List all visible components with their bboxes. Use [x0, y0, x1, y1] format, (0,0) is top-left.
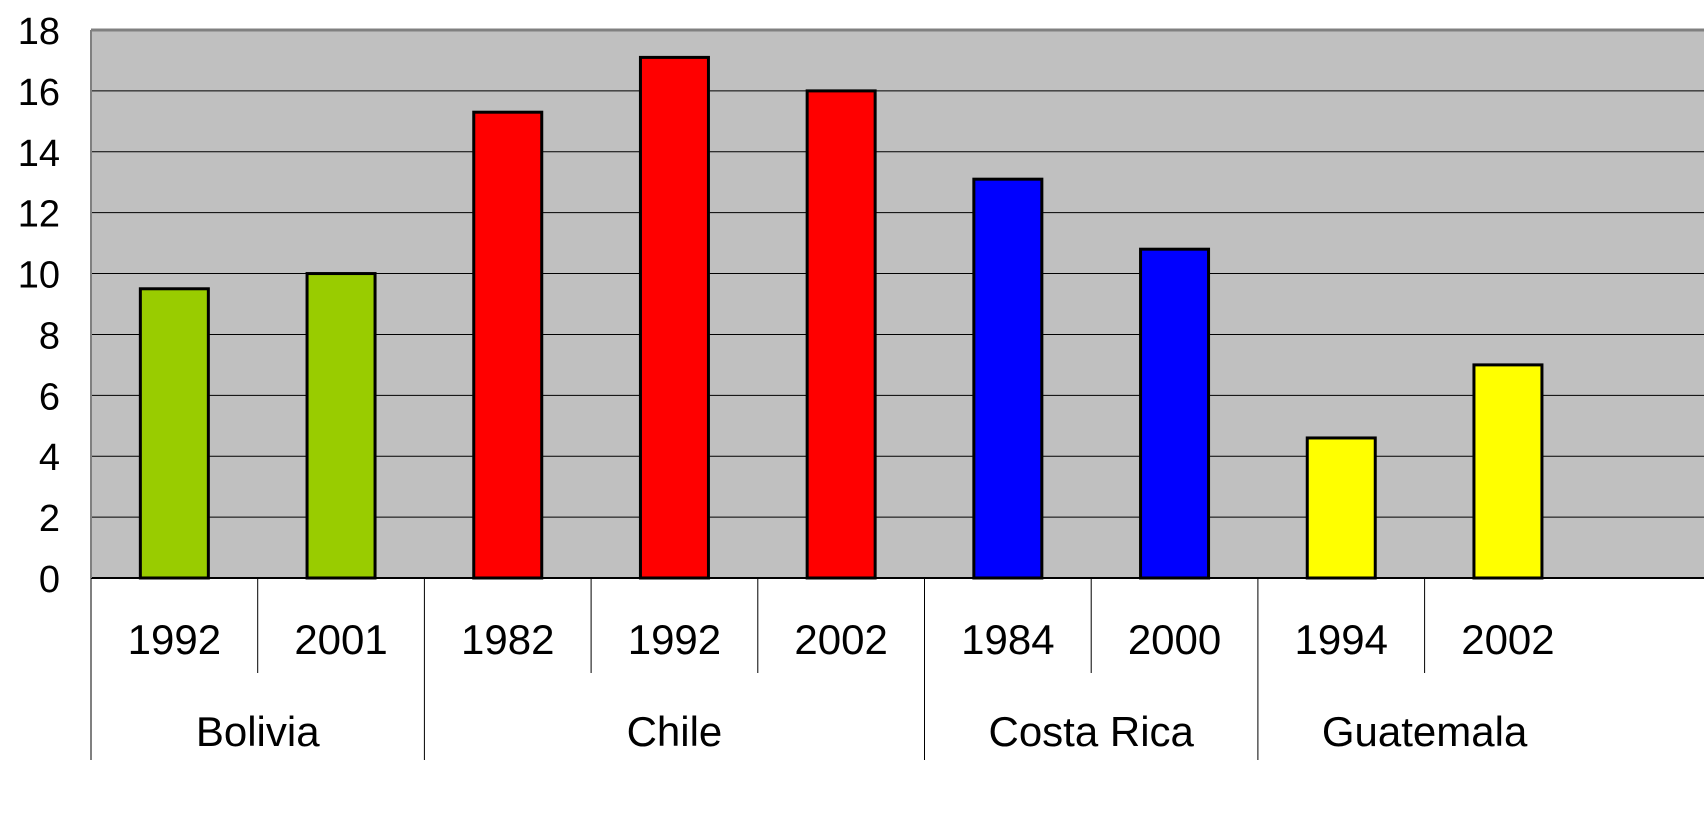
x-tick-label: 1984: [961, 616, 1054, 663]
x-tick-label: 2002: [1461, 616, 1554, 663]
group-label: Guatemala: [1322, 708, 1528, 755]
bar: [1472, 363, 1544, 580]
x-tick-label: 1994: [1295, 616, 1388, 663]
x-tick-label: 2000: [1128, 616, 1221, 663]
y-tick-label: 4: [39, 437, 60, 479]
x-tick-label: 1992: [128, 616, 221, 663]
x-tick-label: 1992: [628, 616, 721, 663]
x-tick-label: 2001: [294, 616, 387, 663]
x-tick-label: 1982: [461, 616, 554, 663]
y-tick-label: 12: [18, 194, 60, 236]
bar: [305, 272, 377, 580]
x-axis: 1992 2001 Bolivia 1982 1992 2002 Chile 1984 2000…: [90, 30, 1704, 760]
bar: [1305, 436, 1377, 580]
bar: [638, 55, 710, 580]
y-tick-label: 10: [18, 255, 60, 297]
bars: [138, 55, 1544, 580]
bar: [1139, 247, 1211, 580]
bar: [472, 110, 544, 580]
y-tick-label: 6: [39, 376, 60, 418]
y-tick-label: 18: [18, 11, 60, 53]
group-label: Costa Rica: [988, 708, 1194, 755]
y-tick-label: 2: [39, 498, 60, 540]
y-tick-label: 0: [39, 559, 60, 601]
bar: [138, 287, 210, 580]
bar: [805, 89, 877, 580]
y-axis-tick-labels: 0 2 4 6 8 10 12 14 16 18: [18, 11, 60, 601]
bar: [972, 177, 1044, 580]
y-tick-label: 14: [18, 133, 60, 175]
x-tick-label: 2002: [794, 616, 887, 663]
y-tick-label: 8: [39, 315, 60, 357]
y-tick-label: 16: [18, 72, 60, 114]
group-label: Chile: [627, 708, 723, 755]
group-label: Bolivia: [196, 708, 320, 755]
